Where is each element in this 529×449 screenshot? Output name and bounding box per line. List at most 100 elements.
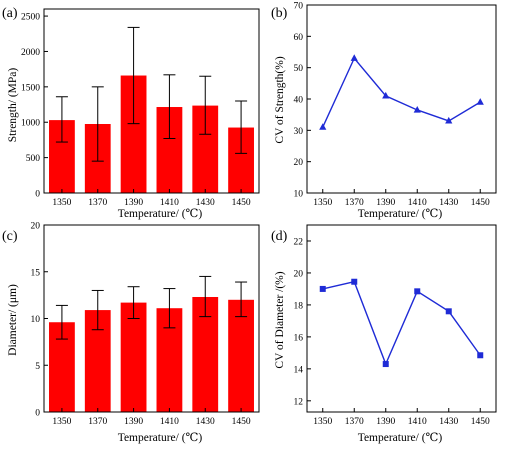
y-axis-title: CV of Strength(%) (274, 56, 286, 143)
y-tick-label: 5 (35, 362, 40, 372)
y-tick-label: 500 (26, 154, 41, 164)
data-point (413, 105, 421, 113)
x-axis-title: Temperature/ (℃) (118, 432, 203, 444)
x-tick-label: 1390 (376, 198, 395, 208)
bar (228, 299, 254, 412)
x-tick-label: 1450 (232, 417, 251, 427)
error-bar (199, 75, 212, 135)
x-tick-label: 1450 (471, 198, 490, 208)
x-tick-label: 1350 (52, 417, 71, 427)
error-bar (127, 26, 140, 125)
x-tick-label: 1410 (160, 198, 179, 208)
y-tick-label: 50 (294, 64, 304, 74)
error-bar (91, 86, 104, 162)
plot-area: 0 5 10 15 20 1350 1370 1390 1410 1430 1450 (31, 222, 260, 427)
error-bar (91, 289, 104, 331)
x-tick-label: 1430 (439, 417, 458, 427)
panel-label: (a) (2, 6, 18, 21)
y-tick-label: 70 (294, 2, 304, 12)
panel-c-diameter-bar-chart: (c) 0 5 10 15 20 1350 1370 1390 1410 1430 1450 Tem… (2, 222, 260, 444)
y-tick-label: 60 (294, 33, 304, 43)
bar (120, 302, 147, 412)
x-tick-label: 1390 (124, 417, 143, 427)
y-tick-label: 10 (31, 315, 41, 325)
x-tick-label: 1430 (196, 417, 215, 427)
x-tick-label: 1410 (408, 417, 427, 427)
y-tick-label: 1000 (21, 119, 40, 129)
x-tick-label: 1350 (52, 198, 71, 208)
panel-d-cv-diameter-line-chart: (d) 12 14 16 18 20 22 1350 1370 1390 1410 1430 1450… (271, 224, 497, 444)
data-point (350, 54, 358, 61)
plot-area: 10 20 30 40 50 60 70 1350 1370 1390 1410 1430 1450 (294, 2, 497, 208)
data-point (445, 308, 452, 315)
error-bar (55, 304, 68, 340)
x-tick-label: 1390 (124, 198, 143, 208)
plot-frame (306, 224, 497, 413)
x-tick-label: 1390 (376, 417, 395, 427)
error-bar (55, 96, 68, 143)
series-line (322, 56, 481, 128)
error-bar (163, 288, 176, 329)
x-axis-title: Temperature/ (℃) (118, 208, 203, 220)
x-tick-label: 1370 (88, 198, 107, 208)
panel-label: (b) (271, 6, 288, 21)
y-tick-label: 12 (294, 397, 304, 407)
plot-frame (43, 8, 260, 194)
y-tick-label: 1500 (21, 83, 40, 93)
panel-label: (d) (271, 229, 288, 244)
error-bar (235, 100, 248, 154)
y-tick-label: 14 (294, 365, 304, 375)
panel-label: (c) (2, 229, 18, 244)
y-tick-label: 0 (35, 190, 40, 200)
error-bar (199, 275, 212, 318)
x-axis-title: Temperature/ (℃) (358, 208, 443, 220)
data-point (476, 98, 484, 105)
data-point (319, 285, 326, 292)
x-axis-title: Temperature/ (℃) (358, 432, 443, 444)
data-point (351, 278, 358, 285)
y-axis-title: Diameter/ (μm) (7, 284, 19, 356)
y-tick-label: 30 (294, 127, 304, 137)
error-bar (235, 281, 248, 318)
x-tick-label: 1370 (345, 417, 364, 427)
y-tick-label: 0 (35, 409, 40, 419)
x-tick-label: 1370 (345, 198, 364, 208)
data-point (477, 352, 484, 359)
y-tick-label: 15 (31, 268, 41, 278)
error-bar (127, 286, 140, 319)
plot-frame (43, 224, 260, 413)
plot-area: 12 14 16 18 20 22 1350 1370 1390 1410 1430 1450 (294, 224, 497, 427)
x-tick-label: 1450 (232, 198, 251, 208)
series-line (322, 280, 481, 366)
data-point (382, 91, 390, 99)
panel-a-strength-bar-chart: (a) 0 500 1000 1500 2000 2500 1350 1370 1390 1410… (2, 6, 260, 220)
y-tick-label: 18 (294, 301, 304, 311)
x-tick-label: 1450 (471, 417, 490, 427)
x-tick-label: 1410 (408, 198, 427, 208)
data-point (414, 288, 421, 295)
y-axis-title: Strength/ (MPa) (7, 68, 19, 143)
x-tick-label: 1350 (313, 417, 332, 427)
x-tick-label: 1430 (439, 198, 458, 208)
data-point (382, 361, 389, 368)
error-bar (163, 74, 176, 140)
y-tick-label: 20 (294, 269, 304, 279)
data-point (445, 116, 453, 124)
y-tick-label: 2000 (21, 48, 40, 58)
y-axis-title: CV of Diameter /(%) (274, 271, 286, 368)
y-tick-label: 16 (294, 333, 304, 343)
x-tick-label: 1370 (88, 417, 107, 427)
x-tick-label: 1350 (313, 198, 332, 208)
y-tick-label: 20 (31, 222, 41, 232)
y-tick-label: 10 (294, 190, 304, 200)
x-tick-label: 1430 (196, 198, 215, 208)
y-tick-label: 22 (294, 237, 304, 247)
data-point (319, 123, 327, 130)
y-tick-label: 2500 (21, 13, 40, 23)
y-tick-label: 20 (294, 158, 304, 168)
x-tick-label: 1410 (160, 417, 179, 427)
y-tick-label: 40 (294, 96, 304, 106)
plot-area: 0 500 1000 1500 2000 2500 1350 1370 1390 1410 1430… (21, 8, 260, 208)
panel-b-cv-strength-line-chart: (b) 10 20 30 40 50 60 70 1350 1370 1390 1410 1430 14… (271, 2, 497, 220)
